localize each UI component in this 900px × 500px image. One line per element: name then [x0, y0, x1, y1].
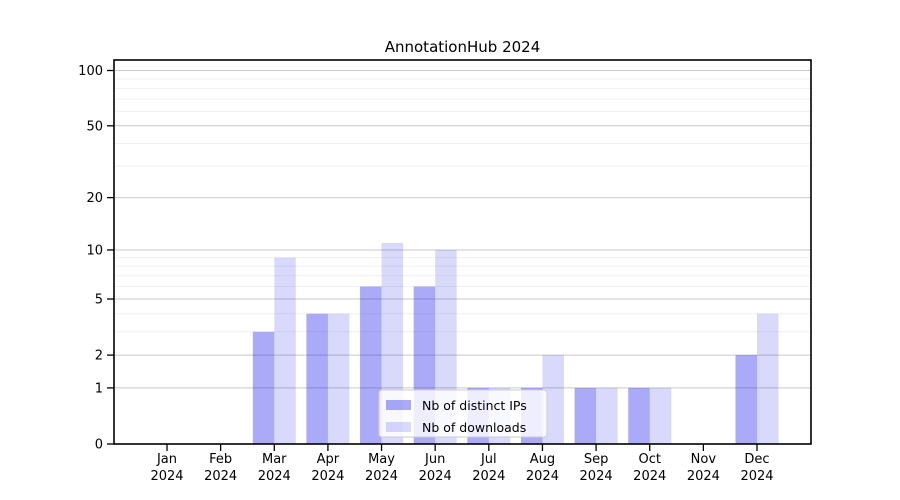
y-tick-label: 100 — [78, 64, 103, 79]
x-tick-label-dec: Dec 2024 — [740, 452, 773, 484]
y-tick-label: 0 — [95, 438, 103, 453]
x-tick-label-jul: Jul 2024 — [472, 452, 505, 484]
x-axis-tick-labels: Jan 2024 Feb 2024 Mar 2024 Apr 2024 May 2024 Jun 20… — [150, 452, 773, 484]
x-tick-label-jan: Jan 2024 — [150, 452, 183, 484]
x-tick-label-jun: Jun 2024 — [419, 452, 452, 484]
bar-downloads-mar — [274, 257, 296, 444]
x-tick-label-sep: Sep 2024 — [580, 452, 613, 484]
legend-box — [378, 389, 548, 438]
bar-distinct-ips-oct — [628, 387, 650, 444]
bar-downloads-apr — [327, 313, 350, 444]
y-axis-tick-labels: 0 1 2 5 10 20 50 100 — [78, 64, 103, 452]
x-tick-label-feb: Feb 2024 — [204, 452, 237, 484]
legend-swatch-distinct-ips-icon — [386, 400, 411, 410]
x-tick-label-aug: Aug 2024 — [526, 452, 559, 484]
legend-label-downloads: Nb of downloads — [422, 420, 526, 435]
bar-downloads-sep — [596, 387, 618, 444]
bar-distinct-ips-apr — [306, 313, 328, 444]
x-tick-label-oct: Oct 2024 — [633, 452, 666, 484]
bar-distinct-ips-may — [360, 286, 382, 444]
bar-distinct-ips-sep — [574, 387, 597, 444]
legend: Nb of distinct IPs Nb of downloads — [378, 389, 548, 438]
y-axis-ticks — [107, 69, 114, 445]
y-tick-label: 5 — [95, 292, 103, 307]
bar-distinct-ips-mar — [252, 331, 275, 444]
y-tick-label: 10 — [86, 243, 103, 258]
y-tick-label: 20 — [86, 191, 103, 206]
bar-downloads-oct — [649, 387, 672, 444]
y-tick-label: 2 — [95, 349, 103, 364]
legend-swatch-downloads-icon — [386, 422, 411, 432]
legend-label-distinct-ips: Nb of distinct IPs — [422, 398, 527, 413]
x-tick-label-nov: Nov 2024 — [687, 452, 720, 484]
bar-distinct-ips-dec — [735, 355, 757, 444]
y-tick-label: 50 — [86, 119, 103, 134]
y-tick-label: 1 — [95, 381, 103, 396]
major-gridlines — [114, 70, 811, 389]
chart-title: AnnotationHub 2024 — [385, 38, 541, 56]
bar-downloads-dec — [756, 313, 779, 444]
minor-gridlines — [114, 78, 811, 333]
x-tick-label-apr: Apr 2024 — [311, 452, 344, 484]
x-axis-ticks — [166, 444, 758, 451]
x-tick-label-may: May 2024 — [365, 452, 398, 484]
plot-border — [113, 59, 812, 445]
bar-downloads-aug — [542, 355, 564, 444]
x-tick-label-mar: Mar 2024 — [258, 452, 291, 484]
